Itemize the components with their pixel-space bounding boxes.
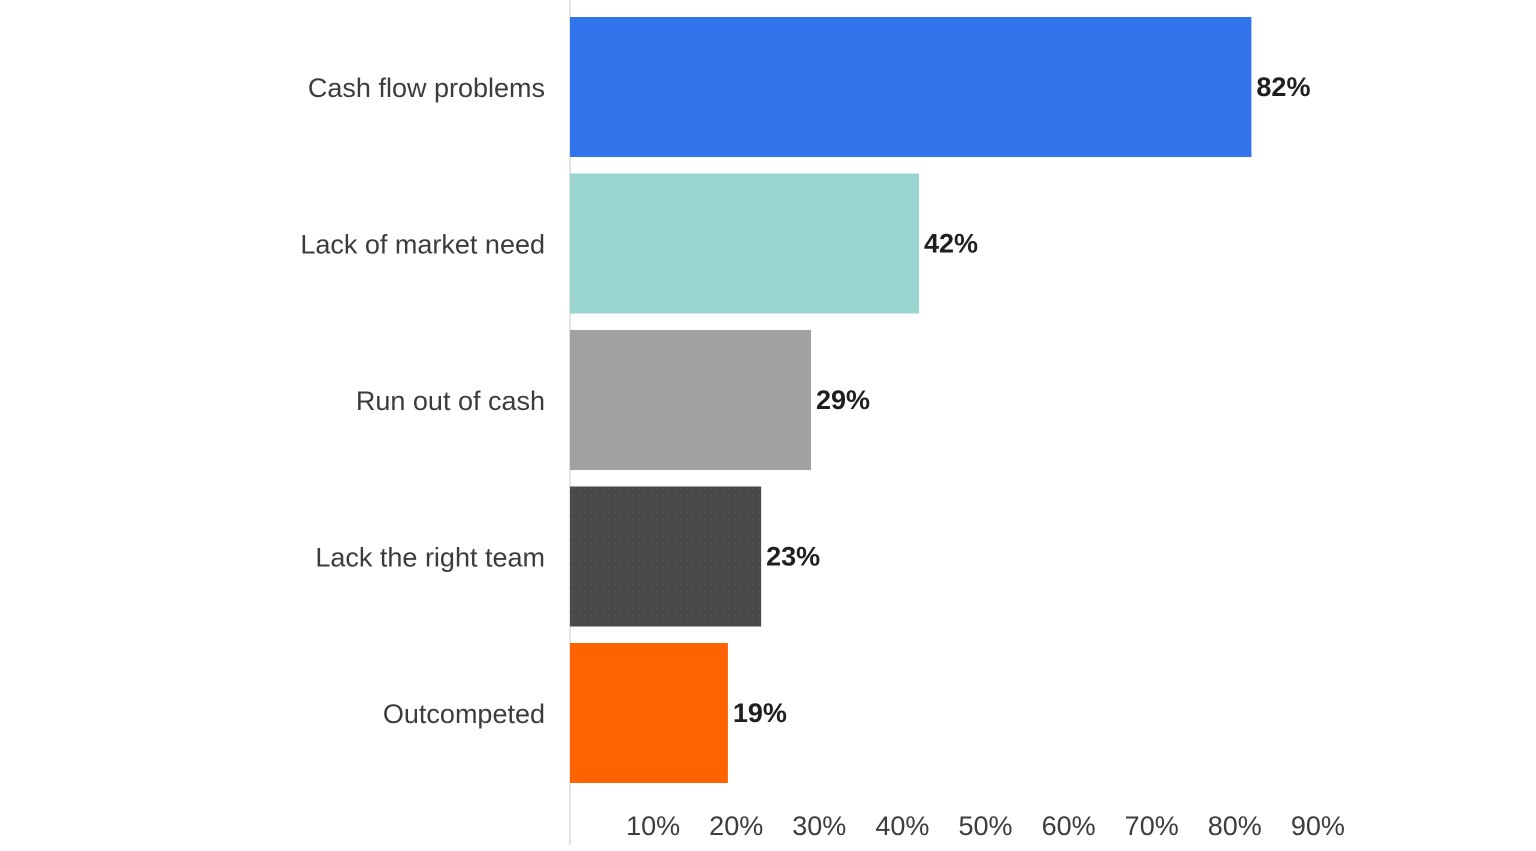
category-label: Run out of cash [356, 386, 545, 416]
x-tick-label: 40% [875, 811, 929, 841]
value-label: 29% [816, 385, 870, 415]
bar-texture [570, 486, 762, 627]
x-tick-label: 10% [626, 811, 680, 841]
bars-group: Cash flow problems 82% Lack of market need… [300, 17, 1310, 783]
x-tick-label: 60% [1042, 811, 1096, 841]
bar-cash-flow-problems [570, 17, 1252, 157]
value-label: 82% [1256, 72, 1310, 102]
x-axis-ticks: 10% 20% 30% 40% 50% 60% 70% 80% 90% [626, 811, 1345, 841]
bar-lack-of-market-need [570, 173, 920, 314]
x-tick-label: 80% [1208, 811, 1262, 841]
category-label: Outcompeted [383, 699, 545, 729]
value-label: 23% [766, 542, 820, 572]
category-label: Lack the right team [315, 543, 545, 573]
bar-outcompeted [570, 643, 728, 783]
x-tick-label: 20% [709, 811, 763, 841]
x-tick-label: 90% [1291, 811, 1345, 841]
category-label: Lack of market need [300, 230, 545, 260]
value-label: 42% [924, 229, 978, 259]
x-tick-label: 50% [958, 811, 1012, 841]
x-tick-label: 30% [792, 811, 846, 841]
category-label: Cash flow problems [308, 73, 545, 103]
x-tick-label: 70% [1125, 811, 1179, 841]
value-label: 19% [733, 698, 787, 728]
bar-run-out-of-cash [570, 330, 811, 470]
